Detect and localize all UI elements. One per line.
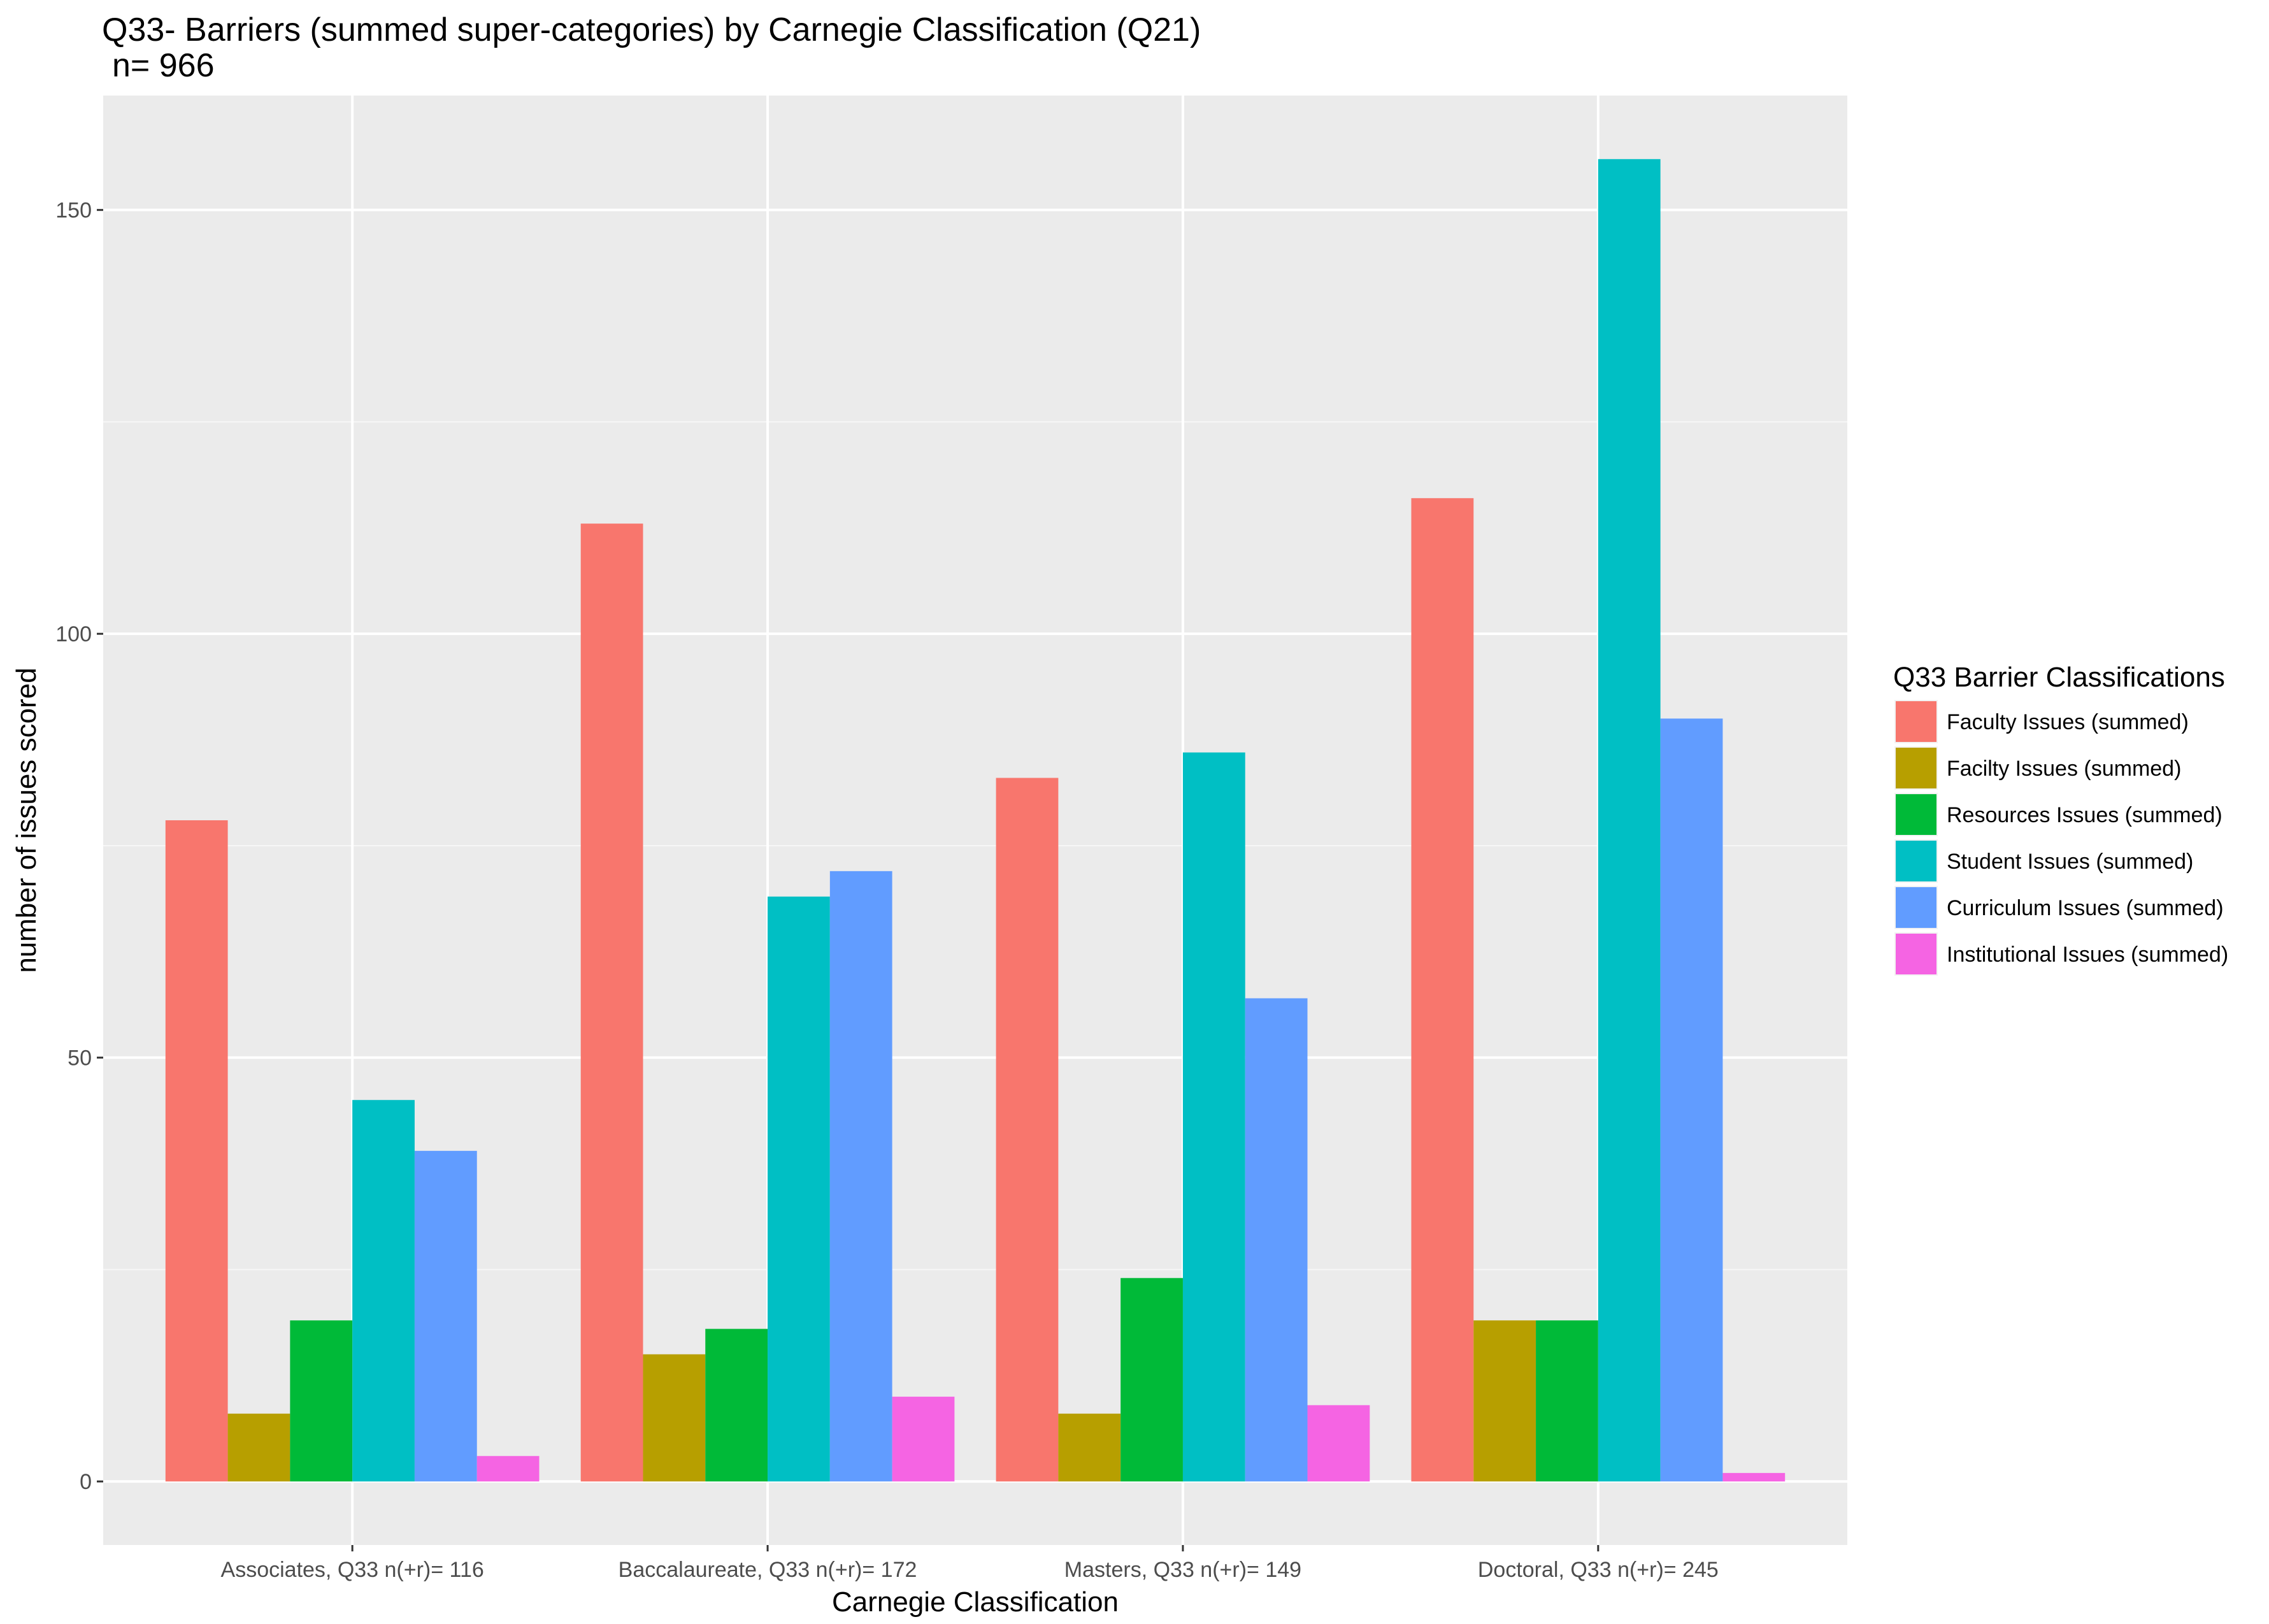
legend-label: Facilty Issues (summed) <box>1947 757 2181 781</box>
legend-label: Student Issues (summed) <box>1947 850 2193 874</box>
bar <box>1245 998 1308 1482</box>
legend-swatch <box>1896 887 1936 928</box>
bar <box>1536 1320 1598 1482</box>
bar <box>290 1320 353 1482</box>
y-tick-label: 100 <box>55 622 92 646</box>
bar <box>768 896 830 1482</box>
bar <box>580 524 643 1482</box>
bar <box>352 1100 415 1482</box>
legend-title: Q33 Barrier Classifications <box>1893 662 2225 693</box>
bar <box>996 778 1059 1482</box>
bar <box>1598 159 1661 1482</box>
x-axis: Associates, Q33 n(+r)= 116 Baccalaureate,… <box>221 1545 1719 1582</box>
legend: Q33 Barrier Classifications Faculty Issu… <box>1893 662 2228 976</box>
bar <box>1182 752 1245 1482</box>
legend-items: Faculty Issues (summed) Facilty Issues (s… <box>1894 700 2228 976</box>
bar <box>1722 1472 1786 1482</box>
bar <box>1058 1413 1121 1482</box>
chart-subtitle: n= 966 <box>112 47 215 84</box>
legend-swatch <box>1896 934 1936 974</box>
y-tick-label: 150 <box>55 199 92 223</box>
chart-title: Q33- Barriers (summed super-categories) … <box>102 11 1201 48</box>
x-tick-label: Associates, Q33 n(+r)= 116 <box>221 1558 484 1582</box>
legend-label: Resources Issues (summed) <box>1947 803 2222 827</box>
bar <box>1411 498 1474 1482</box>
x-tick-label: Baccalaureate, Q33 n(+r)= 172 <box>619 1558 917 1582</box>
y-axis-label: number of issues scored <box>11 667 42 972</box>
bar <box>1660 718 1723 1482</box>
y-tick-label: 50 <box>68 1046 92 1071</box>
bar <box>1120 1278 1183 1482</box>
y-tick-label: 0 <box>80 1470 92 1494</box>
legend-swatch <box>1896 794 1936 835</box>
bar <box>1307 1405 1370 1482</box>
bars <box>165 159 1786 1482</box>
x-axis-label: Carnegie Classification <box>832 1586 1119 1618</box>
legend-swatch <box>1896 701 1936 742</box>
bar <box>829 871 892 1482</box>
legend-swatch <box>1896 841 1936 881</box>
legend-label: Institutional Issues (summed) <box>1947 943 2228 967</box>
legend-swatch <box>1896 748 1936 788</box>
bar <box>892 1397 955 1482</box>
bar <box>705 1328 768 1482</box>
y-axis: 0 50 100 150 <box>55 199 103 1494</box>
bar <box>643 1354 706 1482</box>
bar <box>476 1456 540 1482</box>
x-tick-label: Doctoral, Q33 n(+r)= 245 <box>1478 1558 1719 1582</box>
bar <box>227 1413 290 1482</box>
legend-label: Curriculum Issues (summed) <box>1947 896 2224 920</box>
x-tick-label: Masters, Q33 n(+r)= 149 <box>1064 1558 1301 1582</box>
bar <box>414 1151 477 1482</box>
legend-label: Faculty Issues (summed) <box>1947 710 2189 734</box>
bar <box>1473 1320 1536 1482</box>
bar <box>165 820 228 1482</box>
